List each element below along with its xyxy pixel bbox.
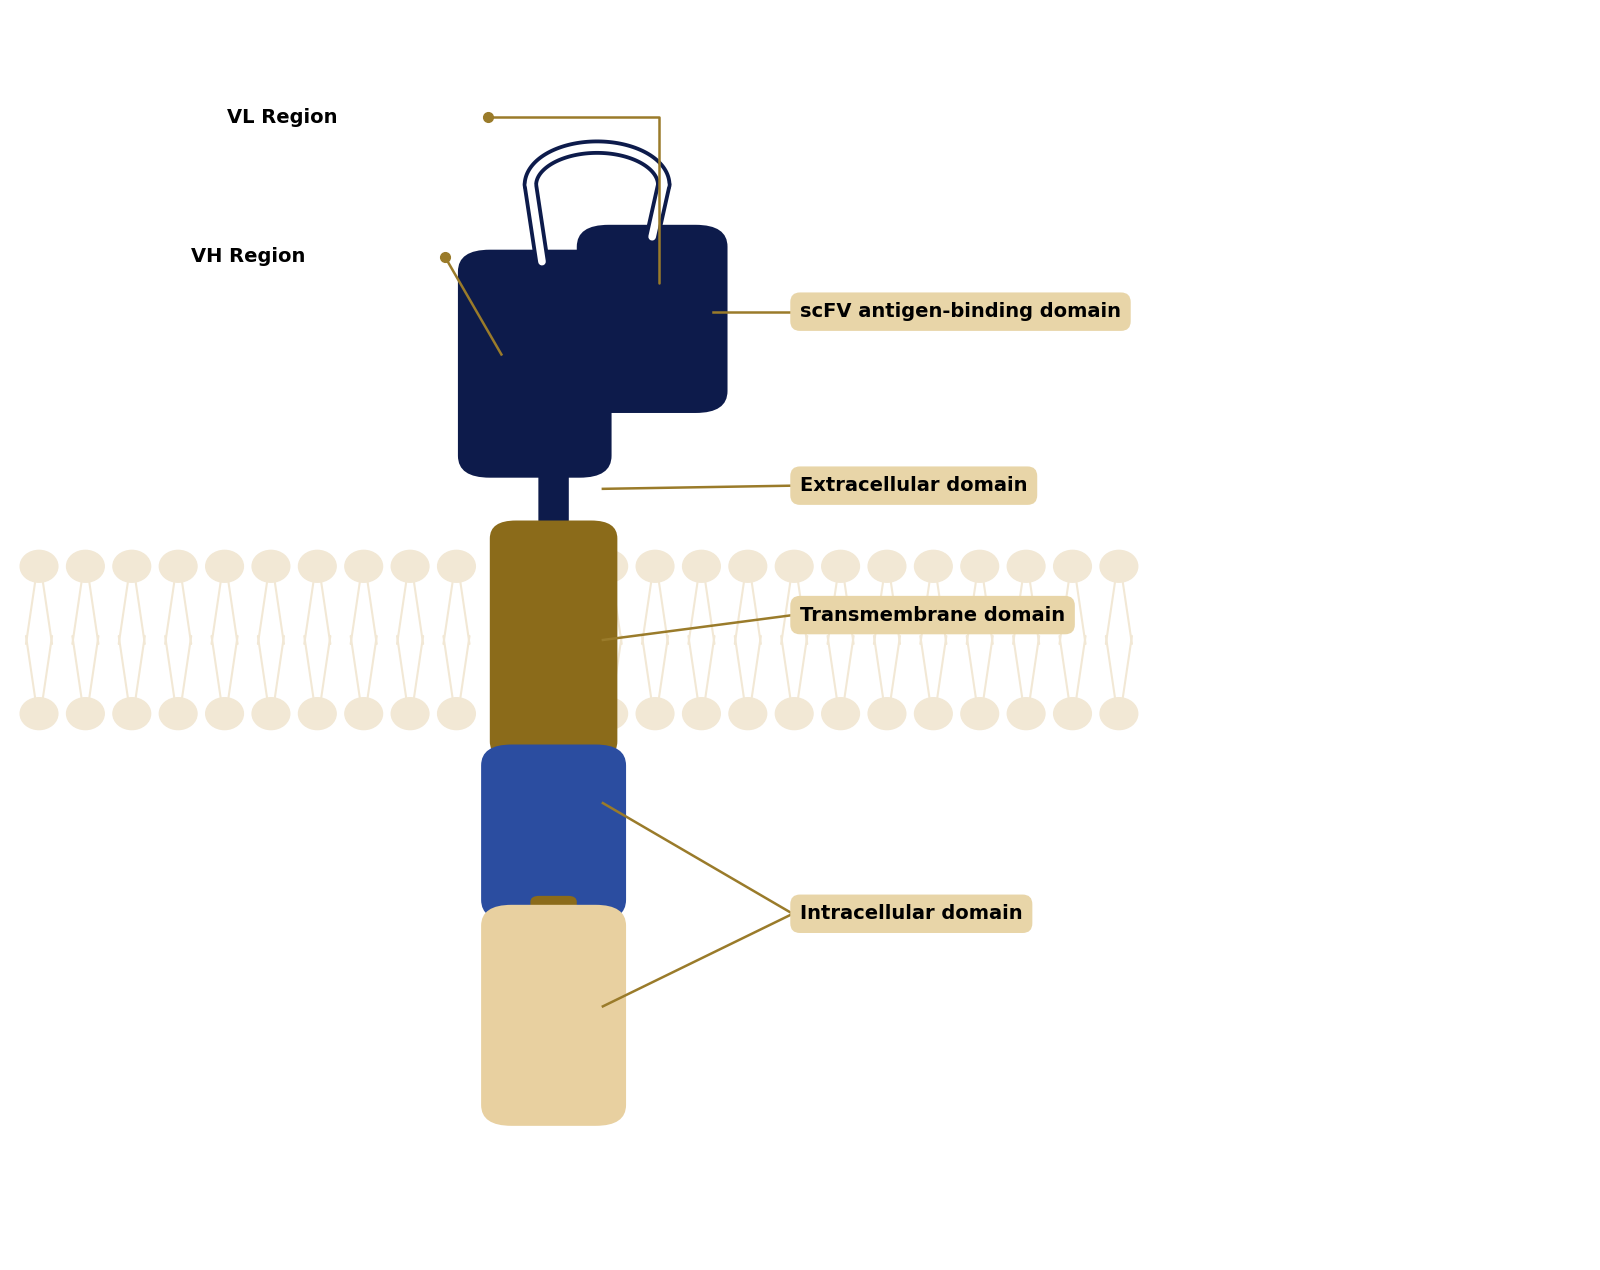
- Ellipse shape: [590, 550, 627, 582]
- Ellipse shape: [915, 697, 952, 729]
- Ellipse shape: [637, 697, 674, 729]
- Text: Extracellular domain: Extracellular domain: [800, 476, 1027, 495]
- Ellipse shape: [1101, 550, 1138, 582]
- Ellipse shape: [1008, 550, 1045, 582]
- Ellipse shape: [637, 550, 674, 582]
- Ellipse shape: [1054, 697, 1091, 729]
- Text: scFV antigen-binding domain: scFV antigen-binding domain: [800, 302, 1122, 321]
- Ellipse shape: [730, 697, 766, 729]
- Ellipse shape: [962, 697, 998, 729]
- Ellipse shape: [206, 550, 243, 582]
- Ellipse shape: [438, 697, 475, 729]
- Ellipse shape: [822, 550, 859, 582]
- Ellipse shape: [869, 697, 906, 729]
- Ellipse shape: [392, 697, 429, 729]
- FancyBboxPatch shape: [530, 895, 576, 930]
- Ellipse shape: [21, 697, 58, 729]
- Text: Intracellular domain: Intracellular domain: [800, 904, 1022, 923]
- Ellipse shape: [1101, 697, 1138, 729]
- Ellipse shape: [253, 697, 290, 729]
- Text: VH Region: VH Region: [192, 248, 306, 267]
- Ellipse shape: [683, 550, 720, 582]
- Ellipse shape: [1008, 697, 1045, 729]
- Ellipse shape: [346, 550, 382, 582]
- Ellipse shape: [114, 550, 150, 582]
- Text: Transmembrane domain: Transmembrane domain: [800, 606, 1066, 625]
- Ellipse shape: [962, 550, 998, 582]
- Ellipse shape: [776, 550, 813, 582]
- FancyBboxPatch shape: [530, 735, 576, 770]
- Ellipse shape: [346, 697, 382, 729]
- FancyBboxPatch shape: [576, 225, 728, 413]
- Ellipse shape: [160, 550, 197, 582]
- Ellipse shape: [683, 697, 720, 729]
- Ellipse shape: [1054, 550, 1091, 582]
- Ellipse shape: [21, 550, 58, 582]
- Ellipse shape: [822, 697, 859, 729]
- Ellipse shape: [590, 697, 627, 729]
- Ellipse shape: [438, 550, 475, 582]
- FancyBboxPatch shape: [490, 521, 618, 759]
- Ellipse shape: [160, 697, 197, 729]
- Ellipse shape: [206, 697, 243, 729]
- Ellipse shape: [253, 550, 290, 582]
- Ellipse shape: [114, 697, 150, 729]
- Ellipse shape: [869, 550, 906, 582]
- Ellipse shape: [67, 550, 104, 582]
- Ellipse shape: [776, 697, 813, 729]
- Ellipse shape: [392, 550, 429, 582]
- Ellipse shape: [299, 697, 336, 729]
- Ellipse shape: [67, 697, 104, 729]
- FancyBboxPatch shape: [482, 904, 626, 1125]
- FancyBboxPatch shape: [458, 250, 611, 478]
- FancyBboxPatch shape: [538, 452, 570, 542]
- FancyBboxPatch shape: [482, 744, 626, 921]
- Text: VL Region: VL Region: [227, 108, 338, 127]
- Ellipse shape: [299, 550, 336, 582]
- Ellipse shape: [915, 550, 952, 582]
- Ellipse shape: [730, 550, 766, 582]
